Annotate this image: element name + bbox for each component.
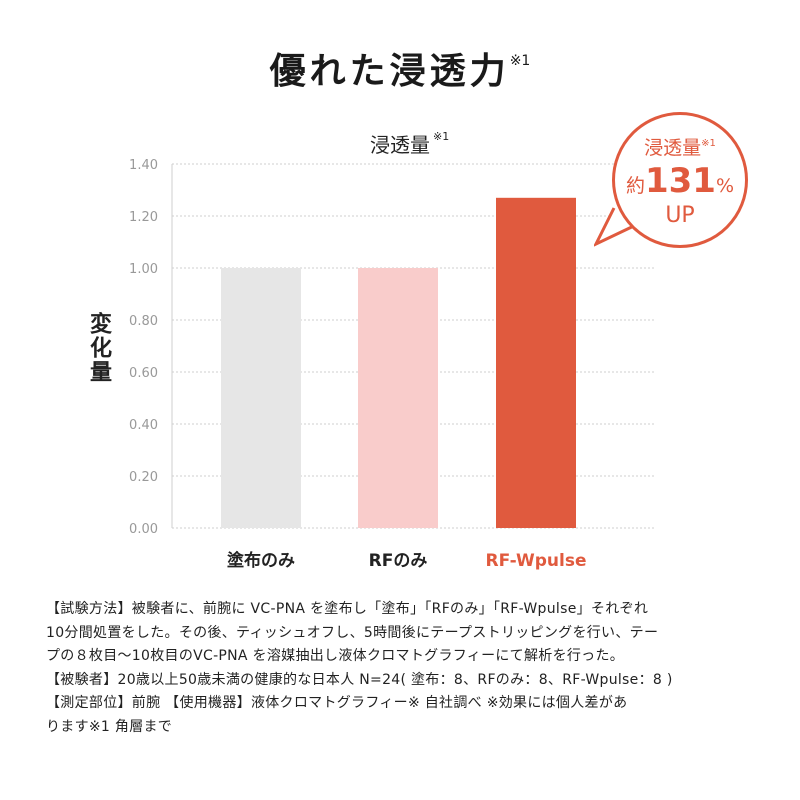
callout-line1: 浸透量※1 <box>615 133 745 160</box>
callout-prefix: 約 <box>625 175 645 197</box>
footnote: 【試験方法】被験者に、前腕に VC-PNA を塗布し「塗布」「RFのみ」「RF-… <box>46 598 766 739</box>
chart-title: 浸透量 <box>370 133 430 157</box>
callout-bubble: 浸透量※1 約131% UP <box>612 112 748 248</box>
footnote-line: プの８枚目〜10枚目のVC-PNA を溶媒抽出し液体クロマトグラフィーにて解析を… <box>46 648 625 664</box>
footnote-line: ります※1 角層まで <box>46 718 173 735</box>
y-tick-label: 1.00 <box>129 262 158 277</box>
page-title-mark: ※1 <box>509 53 531 69</box>
bar-chart: 浸透量 ※1 0.00 0.20 0.40 0.60 0.80 1.00 1.20 1.40 塗布の… <box>129 130 654 571</box>
footnote-line: 【測定部位】前腕 【使用機器】液体クロマトグラフィー※ 自社調べ ※効果には個人… <box>46 695 628 711</box>
y-tick-label: 1.20 <box>129 210 158 225</box>
y-tick-label: 0.60 <box>129 366 158 381</box>
y-tick-label: 0.20 <box>129 470 158 485</box>
x-tick-label: RF-Wpulse <box>486 551 587 571</box>
y-tick-label: 0.80 <box>129 314 158 329</box>
y-tick-label: 0.40 <box>129 418 158 433</box>
page-title: 優れた浸透力※1 <box>0 42 800 94</box>
y-tick-label: 0.00 <box>129 522 158 537</box>
callout-line3: UP <box>665 203 695 228</box>
footnote-line: 【試験方法】被験者に、前腕に VC-PNA を塗布し「塗布」「RFのみ」「RF-… <box>46 601 649 617</box>
callout-line1-mark: ※1 <box>701 138 716 149</box>
x-tick-label: RFのみ <box>369 551 428 571</box>
footnote-line: 10分間処置をした。その後、ティッシュオフし、5時間後にテープストリッピングを行… <box>46 624 659 641</box>
page-title-text: 優れた浸透力 <box>269 51 510 92</box>
x-tick-label: 塗布のみ <box>227 550 295 571</box>
callout-unit: % <box>715 175 735 197</box>
callout-number: 131 <box>644 161 716 201</box>
y-tick-label: 1.40 <box>129 158 158 173</box>
footnote-line: 【被験者】20歳以上50歳未満の健康的な日本人 N=24( 塗布：8、RFのみ：… <box>46 671 673 688</box>
callout-line2: 約131% <box>615 161 745 201</box>
bar-2 <box>358 268 438 528</box>
bar-3 <box>496 197 576 529</box>
callout-line1-text: 浸透量 <box>644 137 702 159</box>
chart-title-mark: ※1 <box>433 130 449 143</box>
bar-1 <box>221 268 301 528</box>
y-axis-label: 変化量 <box>86 312 111 384</box>
